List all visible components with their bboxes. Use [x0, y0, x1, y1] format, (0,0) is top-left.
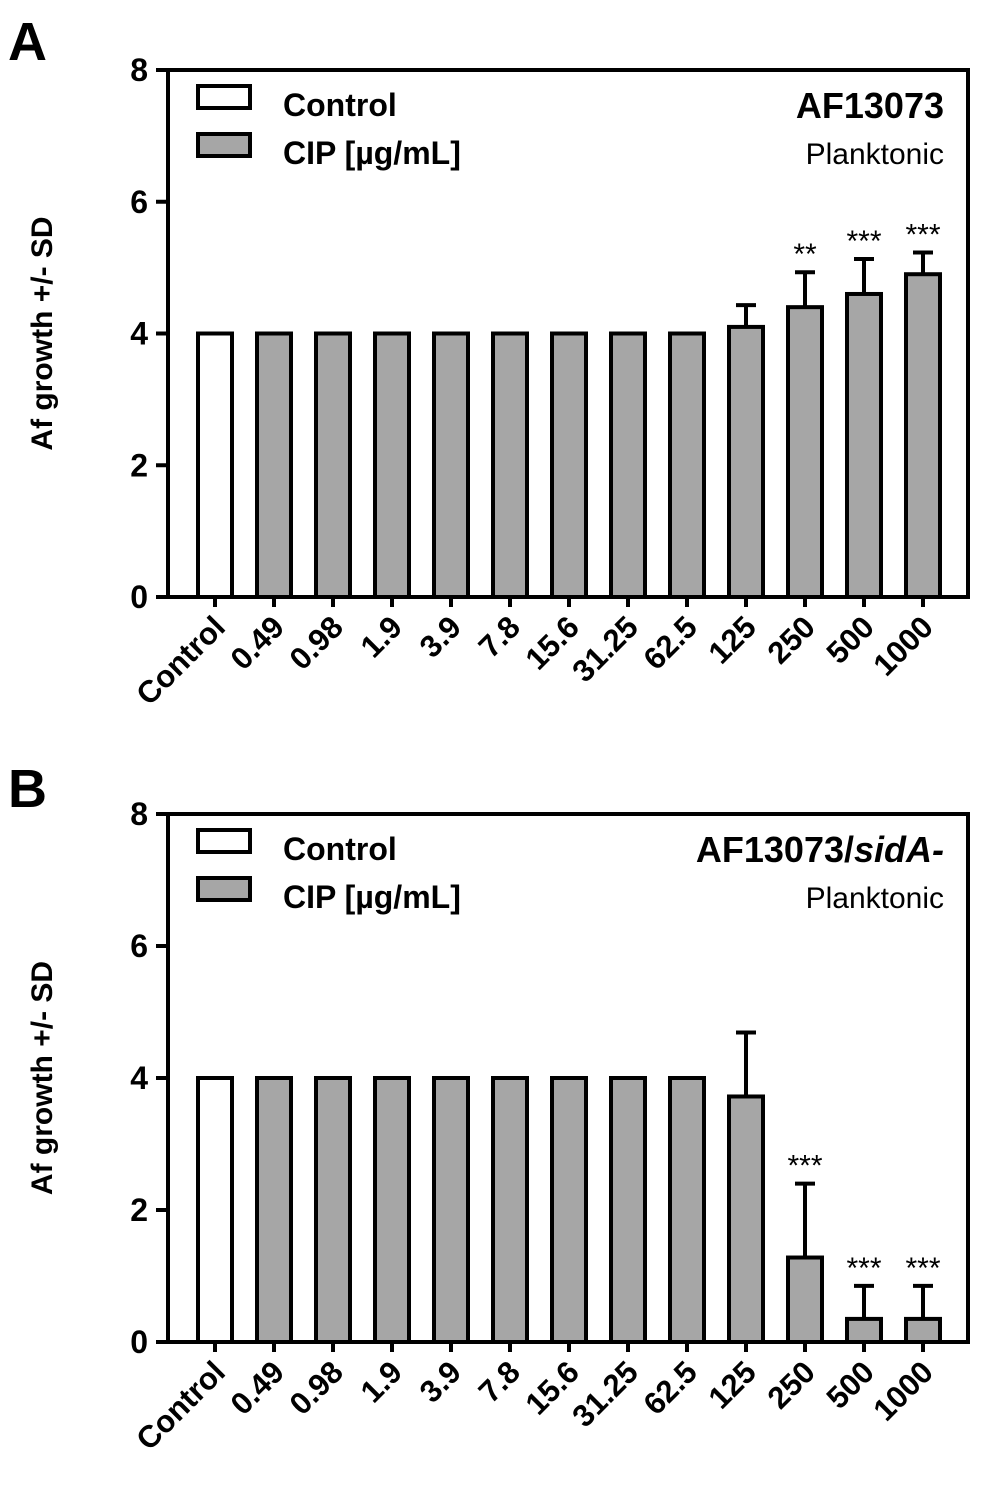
x-tick-label: 250: [761, 609, 822, 670]
x-tick-label: Control: [129, 609, 232, 712]
bar: [373, 331, 411, 599]
x-tick-label: 7.8: [472, 609, 527, 664]
panel-letter: B: [8, 759, 47, 819]
bar: [491, 331, 529, 599]
y-tick-label: 2: [130, 447, 148, 483]
bar: [255, 331, 293, 599]
x-tick-label: 3.9: [413, 1354, 468, 1409]
legend-label: Control: [283, 87, 397, 123]
bar: [904, 1316, 942, 1345]
x-tick-label: 31.25: [565, 609, 645, 689]
y-axis-label: Af growth +/- SD: [26, 961, 59, 1195]
bar: [786, 1255, 824, 1345]
legend-label: Control: [283, 831, 397, 867]
panel-letter: A: [8, 12, 47, 72]
legend-swatch: [196, 876, 252, 902]
x-tick-label: 3.9: [413, 609, 468, 664]
legend-label: CIP [µg/mL]: [283, 879, 461, 915]
bar: [196, 331, 234, 599]
y-tick-label: 0: [130, 1324, 148, 1360]
bar: [668, 1076, 706, 1344]
bar: [314, 331, 352, 599]
legend-label: CIP [µg/mL]: [283, 135, 461, 171]
condition-label: Planktonic: [806, 882, 944, 915]
bar: [314, 1076, 352, 1344]
legend-swatch: [196, 132, 252, 158]
x-tick-label: 7.8: [472, 1354, 527, 1409]
strain-suffix: sidA-: [854, 829, 944, 870]
bar: [196, 1076, 234, 1344]
bar: [609, 1076, 647, 1344]
x-tick-label: 125: [702, 1354, 763, 1415]
strain-label: AF13073: [796, 85, 944, 126]
x-tick-label: 125: [702, 609, 763, 670]
bar: [845, 291, 883, 599]
x-tick-label: 31.25: [565, 1354, 645, 1434]
significance-label: ***: [846, 225, 881, 258]
bar: [786, 305, 824, 599]
x-tick-label: 62.5: [637, 1354, 704, 1421]
bar: [550, 1076, 588, 1344]
bar: [609, 331, 647, 599]
x-tick-label: 1000: [866, 1354, 940, 1428]
bar: [373, 1076, 411, 1344]
bar: [668, 331, 706, 599]
bar: [432, 331, 470, 599]
x-tick-label: 1000: [866, 609, 940, 683]
y-tick-label: 4: [130, 316, 148, 352]
y-tick-label: 4: [130, 1060, 148, 1096]
significance-label: ***: [787, 1150, 822, 1183]
strain-label: AF13073/sidA-: [696, 829, 944, 870]
significance-label: ***: [905, 218, 940, 251]
y-tick-label: 8: [130, 796, 148, 832]
condition-label: Planktonic: [806, 138, 944, 171]
bar: [727, 1094, 765, 1344]
bar: [550, 331, 588, 599]
bar: [432, 1076, 470, 1344]
x-tick-label: 1.9: [354, 609, 409, 664]
legend-swatch: [196, 84, 252, 110]
y-tick-label: 6: [130, 184, 148, 220]
bar: [845, 1316, 883, 1345]
y-tick-label: 0: [130, 579, 148, 615]
x-tick-label: Control: [129, 1354, 232, 1457]
x-tick-label: 0.49: [224, 1354, 291, 1421]
significance-label: ***: [846, 1252, 881, 1285]
x-tick-label: 62.5: [637, 609, 704, 676]
x-tick-label: 0.49: [224, 609, 291, 676]
bar: [904, 272, 942, 599]
y-tick-label: 2: [130, 1192, 148, 1228]
bar: [491, 1076, 529, 1344]
y-tick-label: 8: [130, 52, 148, 88]
legend-swatch: [196, 828, 252, 854]
x-tick-label: 1.9: [354, 1354, 409, 1409]
significance-label: ***: [905, 1252, 940, 1285]
x-tick-label: 0.98: [283, 609, 350, 676]
significance-label: **: [793, 238, 817, 271]
x-tick-label: 0.98: [283, 1354, 350, 1421]
y-tick-label: 6: [130, 928, 148, 964]
x-tick-label: 250: [761, 1354, 822, 1415]
bar: [727, 324, 765, 599]
bar: [255, 1076, 293, 1344]
y-axis-label: Af growth +/- SD: [26, 216, 59, 450]
